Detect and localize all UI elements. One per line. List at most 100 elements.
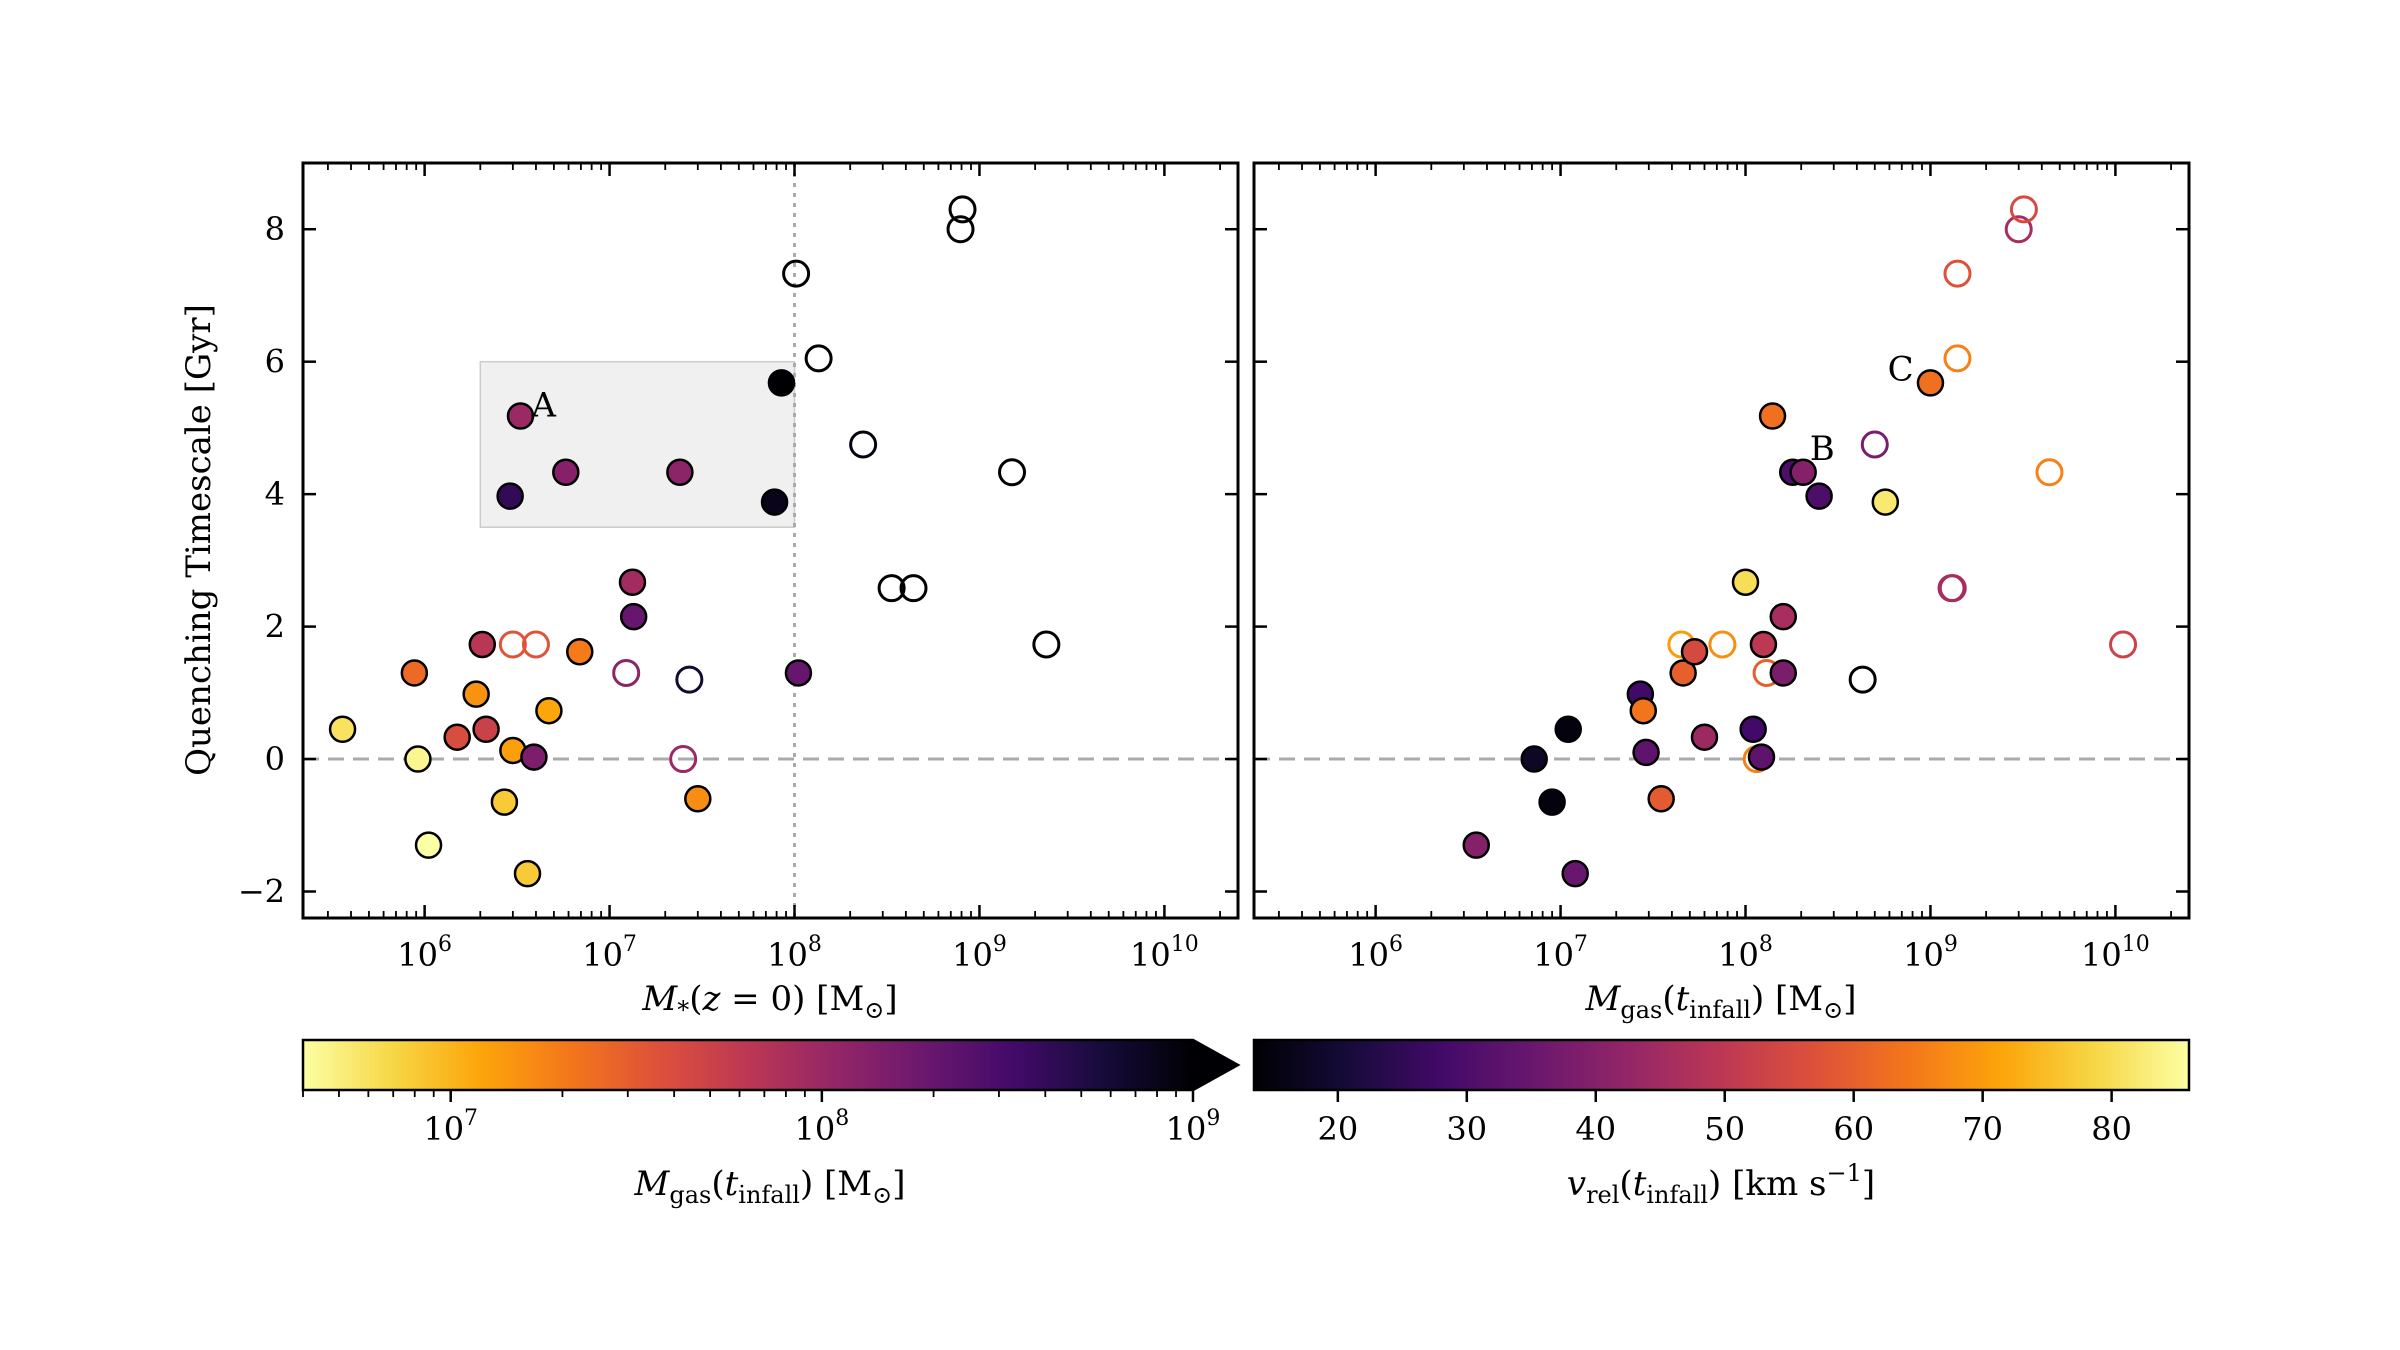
data-point-filled xyxy=(1747,743,1776,771)
data-point-filled xyxy=(404,745,432,773)
colorbar-vrel-bar xyxy=(1252,1038,2191,1092)
data-point-open xyxy=(1848,665,1877,694)
x-tick-label: 108 xyxy=(767,932,822,974)
data-point-filled xyxy=(496,482,524,510)
data-point-filled xyxy=(468,630,497,659)
data-point-open xyxy=(498,630,527,659)
data-point-filled xyxy=(619,602,648,631)
data-point-filled xyxy=(506,402,535,430)
colorbar-mgas-bar xyxy=(303,1040,1193,1090)
data-point-open xyxy=(899,574,928,603)
data-point-open xyxy=(669,745,698,774)
data-point-filled xyxy=(1669,659,1697,687)
data-point-open xyxy=(521,630,550,659)
data-point-filled xyxy=(1538,788,1566,816)
left-reference-lines xyxy=(303,163,1238,918)
colorbar-tick-label: 30 xyxy=(1446,1110,1487,1148)
data-point-open xyxy=(1032,630,1061,659)
data-point-filled xyxy=(1561,859,1589,888)
x-tick-label: 107 xyxy=(1533,932,1588,974)
colorbar-tick-label: 50 xyxy=(1704,1110,1745,1148)
data-point-filled xyxy=(566,638,594,666)
x-tick-label: 107 xyxy=(582,932,637,974)
data-point-open xyxy=(612,658,641,687)
data-point-open xyxy=(675,665,704,694)
colorbar-tick-label: 109 xyxy=(1166,1106,1221,1148)
x-tick-label: 106 xyxy=(1348,932,1403,974)
data-point-filled xyxy=(1690,723,1719,751)
data-point-filled xyxy=(1769,602,1798,631)
x-tick-label: 108 xyxy=(1718,932,1773,974)
left-annotations: A xyxy=(530,386,556,426)
data-point-filled xyxy=(1758,402,1787,430)
y-tick-label: −2 xyxy=(238,873,285,911)
y-tick-label: 6 xyxy=(265,343,285,381)
colorbar-vrel-ticks: 20 30 40 50 60 70 80 xyxy=(1317,1090,2132,1148)
right-scatter-points xyxy=(1462,195,2138,888)
x-tick-label: 109 xyxy=(952,932,1007,974)
data-point-filled xyxy=(1769,659,1798,687)
data-point-filled xyxy=(1731,568,1760,596)
y-axis-label: Quenching Timescale [Gyr] xyxy=(179,304,219,776)
data-point-open xyxy=(1943,259,1972,288)
data-point-filled xyxy=(1739,715,1767,743)
data-point-filled xyxy=(328,715,357,743)
data-point-filled xyxy=(1916,369,1945,397)
data-point-filled xyxy=(1520,745,1548,773)
data-point-open xyxy=(998,458,1027,487)
data-point-filled xyxy=(1632,738,1660,767)
data-point-filled xyxy=(443,723,471,751)
data-point-filled xyxy=(1680,638,1709,666)
data-point-open xyxy=(877,574,906,603)
data-point-filled xyxy=(490,788,519,816)
data-point-open xyxy=(2009,195,2038,224)
y-tick-label: 4 xyxy=(265,475,285,513)
colorbar-tick-label: 107 xyxy=(423,1106,478,1148)
y-tick-label: 2 xyxy=(265,608,285,646)
colorbar-mgas-ticks: 107 108 109 xyxy=(302,1090,1221,1148)
data-point-filled xyxy=(1871,488,1900,516)
data-point-open xyxy=(2004,215,2033,244)
data-point-filled xyxy=(513,859,542,888)
data-point-filled xyxy=(1462,831,1490,859)
colorbar-tick-label: 70 xyxy=(1962,1110,2003,1148)
data-point-filled xyxy=(400,659,429,687)
data-point-filled xyxy=(1647,785,1675,813)
colorbar-tick-label: 20 xyxy=(1317,1110,1358,1148)
colorbar-tick-label: 40 xyxy=(1575,1110,1616,1148)
data-point-filled xyxy=(472,715,500,743)
y-tick-label: 8 xyxy=(265,210,285,248)
data-point-filled xyxy=(1629,696,1658,725)
left-axes-frame xyxy=(301,161,1240,920)
data-point-open xyxy=(849,430,878,459)
x-tick-label: 1010 xyxy=(1130,932,1199,974)
colorbar-vrel: 20 30 40 50 60 70 80 vrel(tinfall) [km s−1] xyxy=(1252,1038,2191,1209)
data-point-open xyxy=(1943,344,1972,373)
left-panel: A 106 107 108 109 1010 −2 0 2 4 6 8 M*(z = 0) [M⊙]… xyxy=(179,161,1240,1024)
data-point-filled xyxy=(1805,482,1833,510)
data-point-open xyxy=(2035,458,2064,487)
annotation-label: C xyxy=(1888,349,1914,389)
data-point-open xyxy=(1860,430,1889,459)
x-tick-label: 106 xyxy=(397,932,452,974)
data-point-filled xyxy=(760,488,789,516)
data-point-open xyxy=(1708,630,1737,659)
colorbar-mgas: 107 108 109 Mgas(tinfall) [M⊙] xyxy=(301,1038,1241,1209)
colorbar-tick-label: 108 xyxy=(794,1106,849,1148)
colorbar-tick-label: 80 xyxy=(2091,1110,2132,1148)
shaded-region-a xyxy=(479,360,796,529)
data-point-filled xyxy=(618,568,647,596)
annotation-label: A xyxy=(530,386,556,426)
data-point-filled xyxy=(1789,458,1817,487)
left-x-axis-label: M*(z = 0) [M⊙] xyxy=(641,979,897,1024)
left-scatter-points xyxy=(328,195,1061,888)
data-point-filled xyxy=(1749,630,1778,659)
data-point-filled xyxy=(784,659,813,687)
colorbar-tick-label: 60 xyxy=(1833,1110,1874,1148)
data-point-open xyxy=(1938,574,1967,603)
right-annotations: BC xyxy=(1810,349,1914,468)
data-point-filled xyxy=(552,458,580,487)
data-point-open xyxy=(782,259,811,288)
data-point-filled xyxy=(767,369,796,397)
